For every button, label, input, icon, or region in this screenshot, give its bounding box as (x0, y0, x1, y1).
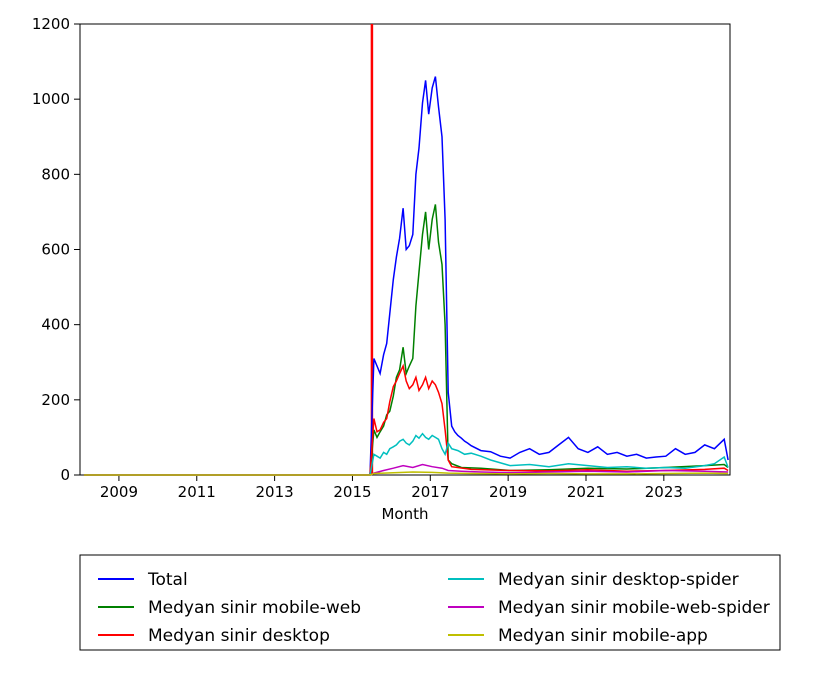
x-tick-label: 2011 (178, 483, 216, 501)
legend-label: Medyan sinir mobile-web (148, 598, 361, 618)
chart-container: 2009 2011 2013 2015 2017 2019 2021 2023 Month 0 20… (0, 0, 818, 679)
x-tick-label: 2021 (567, 483, 605, 501)
y-tick-label: 1200 (32, 15, 70, 33)
x-tick-label: 2023 (645, 483, 683, 501)
y-tick-label: 1000 (32, 90, 70, 108)
y-tick-label: 200 (41, 391, 70, 409)
y-tick-label: 800 (41, 165, 70, 183)
x-tick-label: 2019 (489, 483, 527, 501)
legend-label: Medyan sinir mobile-app (498, 626, 708, 646)
plot-border (80, 24, 730, 475)
y-tick-label: 400 (41, 316, 70, 334)
x-tick-label: 2017 (411, 483, 449, 501)
legend-label: Medyan sinir desktop-spider (498, 570, 739, 590)
x-tick-label: 2013 (256, 483, 294, 501)
line-chart: 2009 2011 2013 2015 2017 2019 2021 2023 Month 0 20… (0, 0, 818, 679)
y-tick-label: 600 (41, 241, 70, 259)
series-line (84, 366, 728, 475)
legend-label: Medyan sinir mobile-web-spider (498, 598, 770, 618)
x-tick-label: 2015 (333, 483, 371, 501)
series-line (84, 77, 728, 475)
x-tick-label: 2009 (100, 483, 138, 501)
legend-label: Total (147, 570, 188, 590)
y-tick-label: 0 (60, 466, 70, 484)
legend-label: Medyan sinir desktop (148, 626, 330, 646)
x-axis-label: Month (381, 505, 428, 523)
